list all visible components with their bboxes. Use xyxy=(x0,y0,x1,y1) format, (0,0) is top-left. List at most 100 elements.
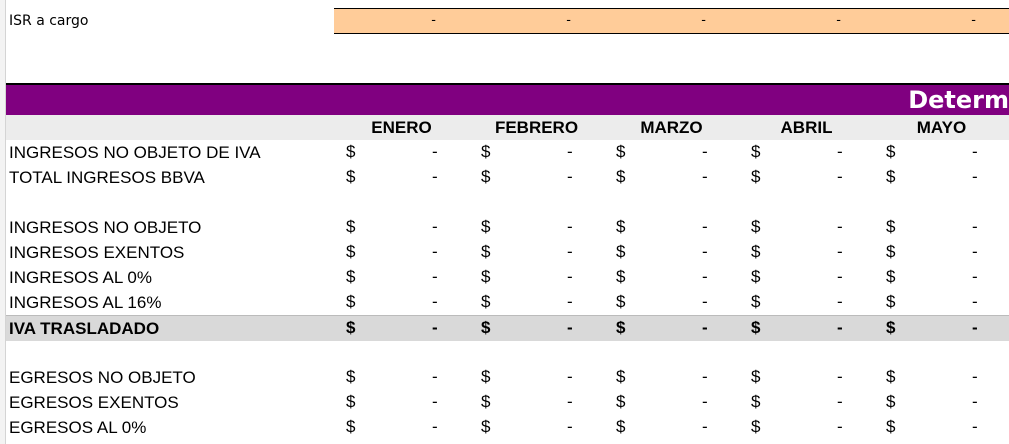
value-cell[interactable] xyxy=(334,340,469,365)
cell-value: - xyxy=(432,392,438,411)
row-label[interactable]: EGRESOS AL 0% xyxy=(9,417,147,437)
value-cell[interactable]: $ - xyxy=(469,316,604,341)
isr-value-cell[interactable]: - xyxy=(701,13,706,28)
value-cell[interactable]: $ - xyxy=(604,140,739,165)
value-cell[interactable]: $ - xyxy=(334,415,469,440)
month-header-abril[interactable]: ABRIL xyxy=(780,118,833,137)
isr-value-cell[interactable]: - xyxy=(971,13,976,28)
value-cell[interactable]: $ - xyxy=(739,365,874,390)
value-cell[interactable]: $ - xyxy=(334,365,469,390)
value-cell[interactable]: $ - xyxy=(469,290,604,315)
value-cell[interactable]: $ - xyxy=(469,215,604,240)
value-cell[interactable] xyxy=(604,190,739,215)
value-cell[interactable]: $ - xyxy=(739,215,874,240)
isr-label[interactable]: ISR a cargo xyxy=(9,12,89,29)
row-label[interactable]: INGRESOS AL 0% xyxy=(9,267,152,287)
row-label[interactable]: EGRESOS NO OBJETO xyxy=(9,367,196,387)
value-cell[interactable]: $ - xyxy=(334,215,469,240)
value-cell[interactable]: $ - xyxy=(874,215,1009,240)
table-row: EGRESOS AL 0% $ - $ - $ - $ - $ - xyxy=(6,415,1009,440)
currency-symbol: $ xyxy=(481,142,491,161)
value-cell[interactable]: $ - xyxy=(334,290,469,315)
isr-value-cell[interactable]: - xyxy=(431,13,436,28)
value-cell[interactable]: $ - xyxy=(469,390,604,415)
month-header-mayo[interactable]: MAYO xyxy=(916,118,967,137)
cell-value: - xyxy=(972,242,978,261)
value-cell[interactable]: $ - xyxy=(469,415,604,440)
value-cell[interactable] xyxy=(469,190,604,215)
currency-symbol: $ xyxy=(751,417,761,436)
value-cell[interactable]: $ - xyxy=(739,290,874,315)
cell-value: - xyxy=(702,417,708,436)
value-cell[interactable]: $ - xyxy=(874,390,1009,415)
value-cell[interactable]: $ - xyxy=(739,415,874,440)
value-cell[interactable]: $ - xyxy=(604,165,739,190)
value-cell[interactable]: $ - xyxy=(874,365,1009,390)
cell-value: - xyxy=(837,292,843,311)
month-header-enero[interactable]: ENERO xyxy=(371,118,432,137)
value-cell[interactable]: $ - xyxy=(874,415,1009,440)
value-cell[interactable] xyxy=(874,190,1009,215)
currency-symbol: $ xyxy=(481,318,491,337)
value-cell[interactable] xyxy=(874,340,1009,365)
value-cell[interactable]: $ - xyxy=(874,140,1009,165)
value-cell[interactable] xyxy=(739,340,874,365)
value-cell[interactable]: $ - xyxy=(739,165,874,190)
row-label[interactable]: EGRESOS EXENTOS xyxy=(9,392,179,412)
value-cell[interactable]: $ - xyxy=(874,165,1009,190)
row-label[interactable]: INGRESOS NO OBJETO DE IVA xyxy=(9,142,261,162)
value-cell[interactable]: $ - xyxy=(604,290,739,315)
value-cell[interactable]: $ - xyxy=(334,316,469,341)
month-header-febrero[interactable]: FEBRERO xyxy=(494,118,579,137)
currency-symbol: $ xyxy=(886,217,896,236)
value-cell[interactable]: $ - xyxy=(874,265,1009,290)
value-cell[interactable] xyxy=(334,190,469,215)
value-cell[interactable]: $ - xyxy=(739,140,874,165)
value-cell[interactable]: $ - xyxy=(604,365,739,390)
row-label[interactable]: INGRESOS NO OBJETO xyxy=(9,217,202,237)
value-cell[interactable] xyxy=(469,340,604,365)
section-banner[interactable]: Determ xyxy=(6,83,1009,117)
month-header-marzo[interactable]: MARZO xyxy=(640,118,703,137)
value-cell[interactable]: $ - xyxy=(604,240,739,265)
table-row: INGRESOS EXENTOS $ - $ - $ - $ - $ - xyxy=(6,240,1009,265)
value-cell[interactable]: $ - xyxy=(874,316,1009,341)
value-cell[interactable]: $ - xyxy=(469,365,604,390)
value-cell[interactable]: $ - xyxy=(334,240,469,265)
value-cell[interactable]: $ - xyxy=(739,265,874,290)
value-cell[interactable]: $ - xyxy=(874,240,1009,265)
currency-symbol: $ xyxy=(886,267,896,286)
value-cell[interactable]: $ - xyxy=(334,140,469,165)
value-cell[interactable]: $ - xyxy=(604,415,739,440)
value-cell[interactable]: $ - xyxy=(604,265,739,290)
row-label[interactable]: INGRESOS EXENTOS xyxy=(9,242,185,262)
value-cell[interactable] xyxy=(739,190,874,215)
currency-symbol: $ xyxy=(346,318,356,337)
row-label[interactable]: IVA TRASLADADO xyxy=(9,318,160,338)
currency-symbol: $ xyxy=(481,392,491,411)
currency-symbol: $ xyxy=(751,142,761,161)
row-label[interactable]: INGRESOS AL 16% xyxy=(9,292,162,312)
cell-value: - xyxy=(567,267,573,286)
row-label[interactable]: TOTAL INGRESOS BBVA xyxy=(9,167,205,187)
value-cell[interactable]: $ - xyxy=(469,265,604,290)
value-cell[interactable]: $ - xyxy=(604,215,739,240)
value-cell[interactable]: $ - xyxy=(874,290,1009,315)
cell-value: - xyxy=(432,292,438,311)
value-cell[interactable]: $ - xyxy=(334,390,469,415)
value-cell[interactable]: $ - xyxy=(739,316,874,341)
currency-symbol: $ xyxy=(346,242,356,261)
cell-value: - xyxy=(702,318,708,337)
isr-value-cell[interactable]: - xyxy=(836,13,841,28)
value-cell[interactable] xyxy=(604,340,739,365)
value-cell[interactable]: $ - xyxy=(739,240,874,265)
value-cell[interactable]: $ - xyxy=(469,165,604,190)
value-cell[interactable]: $ - xyxy=(469,240,604,265)
value-cell[interactable]: $ - xyxy=(604,316,739,341)
value-cell[interactable]: $ - xyxy=(469,140,604,165)
value-cell[interactable]: $ - xyxy=(739,390,874,415)
value-cell[interactable]: $ - xyxy=(334,265,469,290)
value-cell[interactable]: $ - xyxy=(604,390,739,415)
isr-value-cell[interactable]: - xyxy=(566,13,571,28)
value-cell[interactable]: $ - xyxy=(334,165,469,190)
